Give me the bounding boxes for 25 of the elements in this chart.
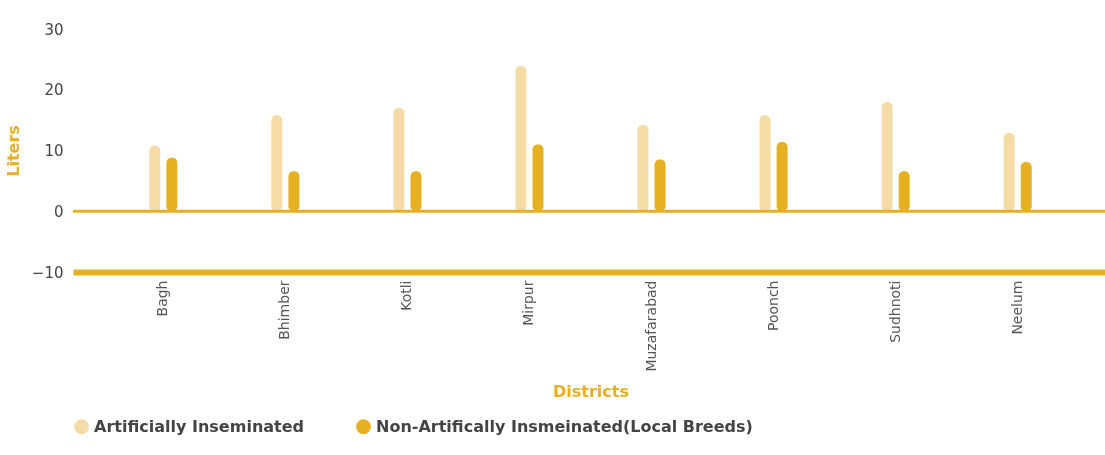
- x-tick-label: Mirpur: [520, 280, 537, 326]
- legend-label: Non-Artifically Insmeinated(Local Breeds): [376, 416, 753, 436]
- bar: [393, 107, 405, 212]
- x-axis-title: Districts: [553, 381, 629, 401]
- y-axis-title: Liters: [3, 125, 23, 177]
- x-tick-label: Poonch: [764, 280, 781, 332]
- bar: [637, 124, 649, 212]
- y-tick-label: 10: [44, 142, 64, 160]
- y-tick-label: 0: [53, 202, 64, 221]
- bar: [881, 101, 893, 212]
- legend-label: Artificially Inseminated: [94, 416, 305, 436]
- x-tick-label: Bagh: [154, 280, 171, 317]
- y-tick-label: −10: [31, 263, 64, 282]
- bar: [271, 115, 283, 212]
- y-tick-label: 30: [44, 20, 64, 39]
- x-tick-label: Kotli: [398, 280, 415, 311]
- bar: [1003, 132, 1015, 212]
- bar: [149, 145, 161, 212]
- x-tick-label: Neelum: [1008, 280, 1025, 335]
- y-tick-label: 20: [44, 81, 64, 100]
- bar: [759, 115, 771, 212]
- x-tick-label: Muzafarabad: [642, 280, 659, 372]
- x-tick-label: Bhimber: [276, 280, 293, 340]
- x-tick-label: Sudhnoti: [886, 280, 903, 343]
- bar: [515, 66, 527, 212]
